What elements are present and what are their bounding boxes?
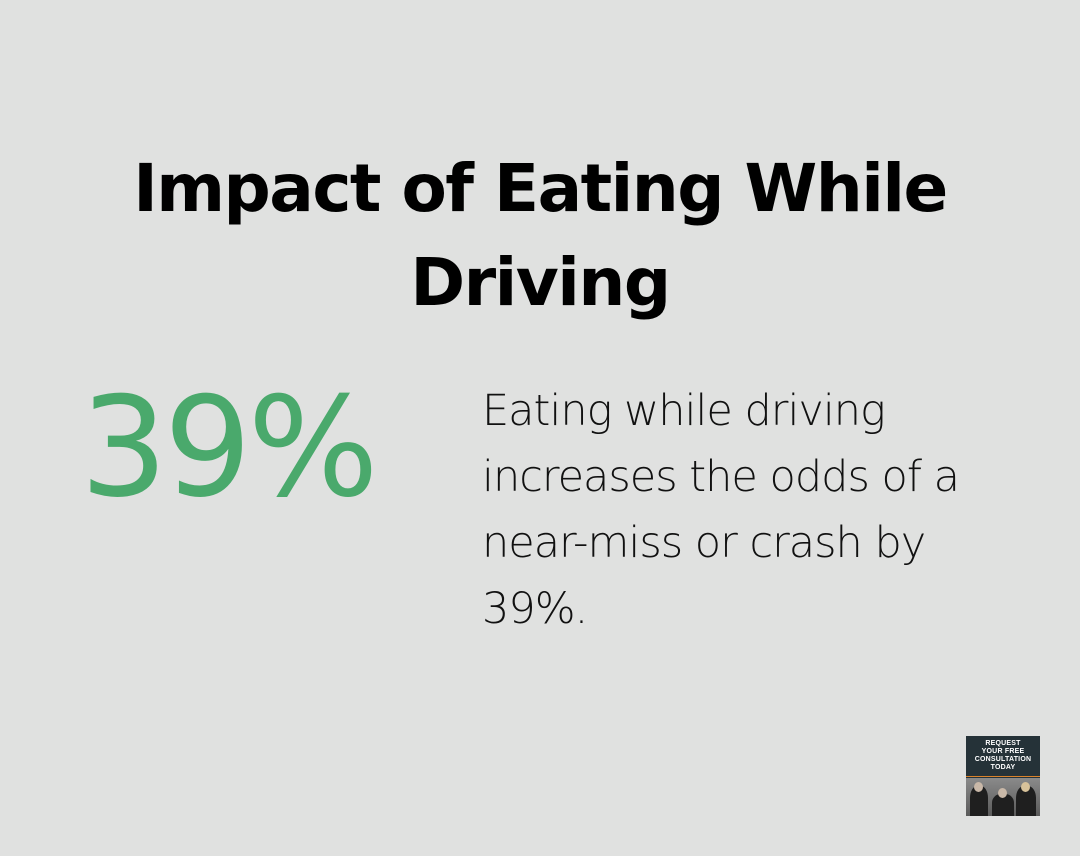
page-title: Impact of Eating While Driving xyxy=(133,150,948,322)
cta-label: REQUEST YOUR FREE CONSULTATION TODAY xyxy=(966,736,1040,777)
stat-value: 39% xyxy=(80,367,379,528)
attorneys-photo xyxy=(966,778,1040,816)
request-consultation-banner[interactable]: REQUEST YOUR FREE CONSULTATION TODAY xyxy=(966,736,1040,816)
stat-description: Eating while driving increases the odds … xyxy=(482,386,960,634)
